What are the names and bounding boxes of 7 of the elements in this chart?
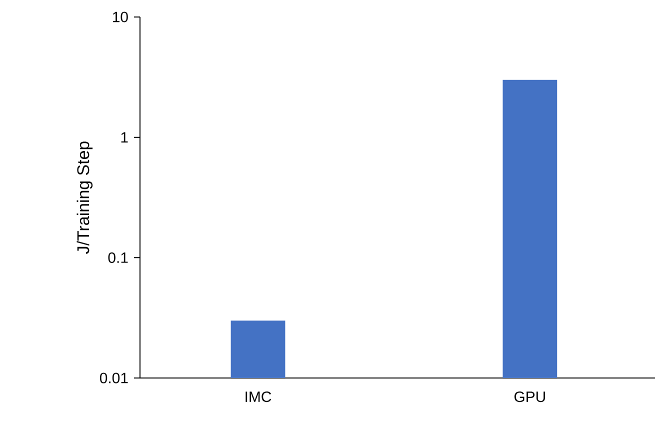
- x-tick-label: GPU: [514, 392, 545, 402]
- y-tick-label: 0.1: [108, 252, 128, 263]
- y-tick-label: 0.01: [100, 372, 128, 384]
- x-tick-label: IMC: [246, 392, 272, 402]
- y-tick-label: 10: [113, 12, 128, 22]
- y-tick-label: 1: [121, 132, 128, 142]
- y-axis-title: J/Training Step: [76, 142, 93, 254]
